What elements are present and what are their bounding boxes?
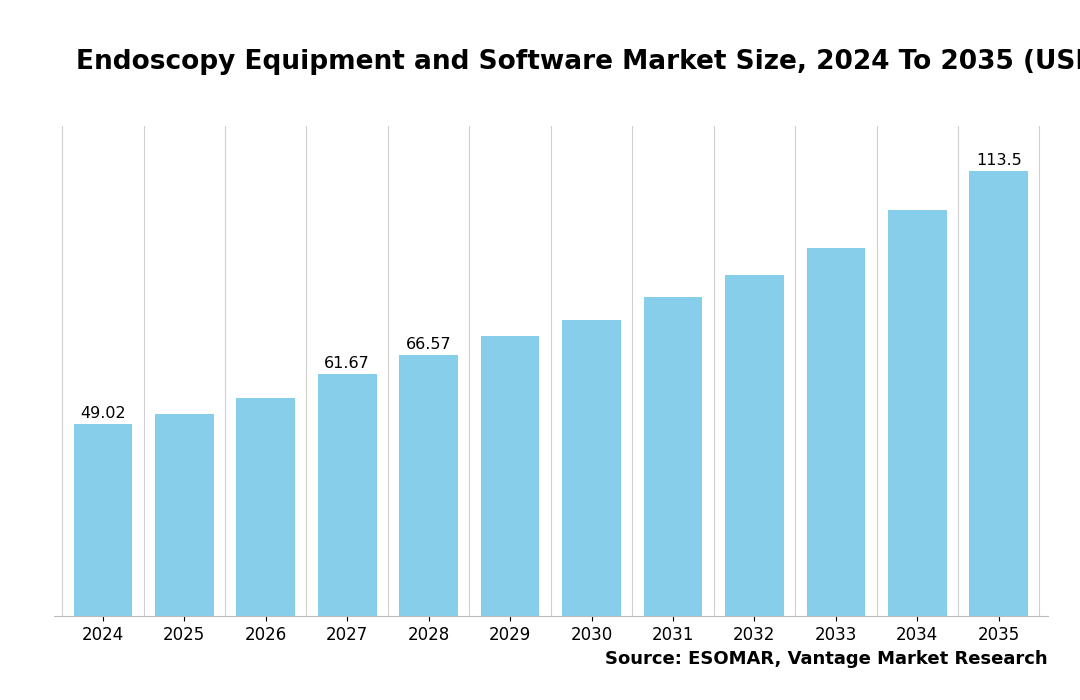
Text: Source: ESOMAR, Vantage Market Research: Source: ESOMAR, Vantage Market Research (605, 650, 1048, 668)
Bar (73, 424, 132, 616)
Bar (807, 248, 865, 616)
Bar (481, 336, 539, 616)
Text: 49.02: 49.02 (80, 406, 125, 421)
Text: 113.5: 113.5 (976, 153, 1022, 168)
Text: 66.57: 66.57 (406, 337, 451, 352)
Bar (725, 275, 784, 616)
Bar (970, 171, 1028, 616)
Text: Endoscopy Equipment and Software Market Size, 2024 To 2035 (USD Billion): Endoscopy Equipment and Software Market … (76, 49, 1080, 75)
Bar (400, 355, 458, 616)
Bar (888, 210, 946, 616)
Bar (237, 398, 295, 616)
Bar (644, 297, 702, 616)
Bar (318, 374, 377, 616)
Text: 61.67: 61.67 (324, 356, 370, 371)
Bar (156, 414, 214, 616)
Bar (563, 320, 621, 616)
